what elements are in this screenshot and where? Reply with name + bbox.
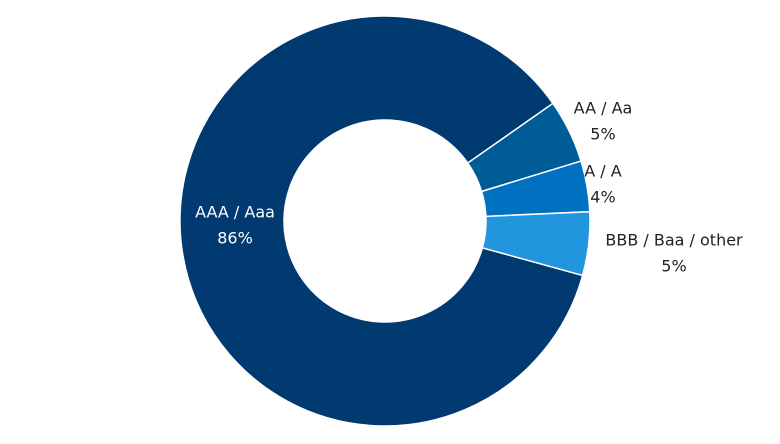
value-label: 5% (661, 257, 686, 276)
slice-label: BBB / Baa / other (605, 231, 743, 250)
value-label: 5% (590, 125, 615, 144)
slice (179, 15, 584, 427)
slice-label: AA / Aa (574, 99, 633, 118)
slice-label: A / A (584, 162, 622, 181)
value-label: 86% (217, 229, 253, 248)
value-label: 4% (590, 188, 615, 207)
slice-label: AAA / Aaa (195, 203, 275, 222)
slice (481, 210, 591, 277)
